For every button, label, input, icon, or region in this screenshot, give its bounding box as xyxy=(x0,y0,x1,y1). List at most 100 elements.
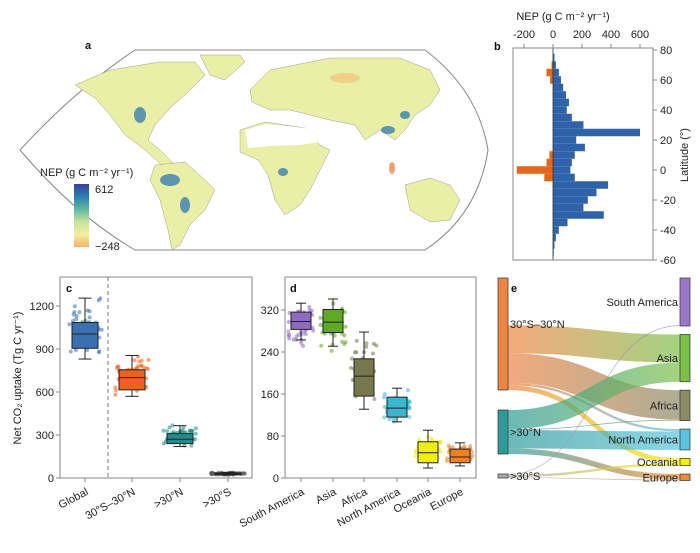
data-point xyxy=(417,437,422,442)
nep-positive-bar xyxy=(553,173,575,182)
panel-a-label: a xyxy=(85,40,92,52)
data-point xyxy=(354,338,359,343)
sankey-source-node xyxy=(497,409,509,455)
data-point xyxy=(98,296,103,301)
nep-positive-bar xyxy=(553,241,555,249)
data-point xyxy=(318,315,323,320)
nep-positive-bar xyxy=(553,158,572,167)
land-australia xyxy=(404,177,461,223)
sankey-target-node xyxy=(679,428,691,451)
data-point xyxy=(342,333,347,338)
b-y-tick-label: -20 xyxy=(660,195,676,207)
data-point xyxy=(307,308,312,313)
data-point xyxy=(87,309,92,314)
colorbar-min-label: −248 xyxy=(95,241,120,253)
sankey-flow xyxy=(507,325,681,363)
data-point xyxy=(462,444,467,449)
data-point xyxy=(139,363,144,368)
nep-positive-bar xyxy=(553,151,575,159)
data-point xyxy=(193,426,198,431)
x-tick-label: Asia xyxy=(314,486,339,507)
sankey-flow xyxy=(507,325,681,475)
data-point xyxy=(372,396,377,401)
x-tick-label: South America xyxy=(238,486,308,531)
data-point xyxy=(182,443,187,448)
b-y-tick-label: 0 xyxy=(660,165,666,177)
data-point xyxy=(193,431,198,436)
low-nep-siberia xyxy=(330,73,360,83)
nep-positive-bar xyxy=(553,128,640,137)
x-tick-label: Europe xyxy=(428,486,465,513)
nep-positive-bar xyxy=(553,233,556,242)
sankey-target-label: North America xyxy=(608,435,679,447)
panel-e-label: e xyxy=(511,283,517,295)
b-x-axis-title: NEP (g C m⁻² yr⁻¹) xyxy=(516,11,609,23)
data-point xyxy=(99,327,104,332)
data-point xyxy=(296,332,301,337)
b-x-tick-label: 600 xyxy=(631,29,649,41)
data-point xyxy=(286,319,291,324)
panel-d-label: d xyxy=(290,283,297,295)
y-tick-label: 900 xyxy=(36,344,54,356)
data-point xyxy=(132,358,137,363)
nep-positive-bar xyxy=(553,98,569,107)
data-point xyxy=(70,318,75,323)
x-tick-label: Global xyxy=(57,486,91,512)
nep-positive-bar xyxy=(553,61,556,69)
data-point xyxy=(329,348,334,353)
box xyxy=(386,396,408,418)
box xyxy=(71,321,99,349)
data-point xyxy=(438,440,443,445)
nep-positive-bar xyxy=(553,83,564,92)
data-point xyxy=(343,324,348,329)
nep-positive-bar xyxy=(553,211,604,219)
data-point xyxy=(450,445,455,450)
data-point xyxy=(87,315,92,320)
data-point xyxy=(371,341,376,346)
nep-positive-bar xyxy=(553,121,584,129)
box xyxy=(118,369,146,391)
data-point xyxy=(291,337,296,342)
y-tick-label: 320 xyxy=(261,305,279,317)
sankey-source-label: 30°S–30°N xyxy=(510,319,565,331)
data-point xyxy=(370,351,375,356)
high-nep-congo xyxy=(278,168,288,176)
data-point xyxy=(242,471,247,476)
data-point xyxy=(68,349,73,354)
high-nep-east-asia xyxy=(400,111,410,119)
data-point xyxy=(343,340,348,345)
sankey-target-node xyxy=(679,334,691,383)
colorbar-title: NEP (g C m⁻² yr⁻¹) xyxy=(40,167,133,179)
data-point xyxy=(445,458,450,463)
y-tick-label: 240 xyxy=(261,347,279,359)
b-y-tick-label: 20 xyxy=(660,135,672,147)
sankey-target-node xyxy=(679,457,691,466)
b-x-tick-label: -200 xyxy=(513,29,535,41)
sankey-flow xyxy=(507,385,681,464)
x-tick-label: >30°S xyxy=(201,486,233,511)
data-point xyxy=(72,309,77,314)
data-point xyxy=(387,417,392,422)
sankey-source-label: >30°S xyxy=(510,471,540,483)
data-point xyxy=(287,332,292,337)
data-point xyxy=(72,304,77,309)
data-point xyxy=(382,395,387,400)
sankey-target-node xyxy=(679,277,691,327)
data-point xyxy=(74,313,79,318)
y-tick-label: 1200 xyxy=(30,301,54,313)
nep-negative-bar xyxy=(546,68,553,77)
high-nep-amazon xyxy=(160,174,180,186)
x-tick-label: 30°S–30°N xyxy=(84,486,138,522)
data-point xyxy=(113,392,118,397)
data-point xyxy=(73,348,78,353)
b-y-tick-label: 60 xyxy=(660,75,672,87)
box xyxy=(290,311,312,330)
land-greenland xyxy=(199,54,246,81)
data-point xyxy=(67,322,72,327)
nep-positive-bar xyxy=(553,196,588,204)
data-point xyxy=(303,332,308,337)
nep-positive-bar xyxy=(553,188,597,197)
nep-positive-bar xyxy=(553,91,567,99)
